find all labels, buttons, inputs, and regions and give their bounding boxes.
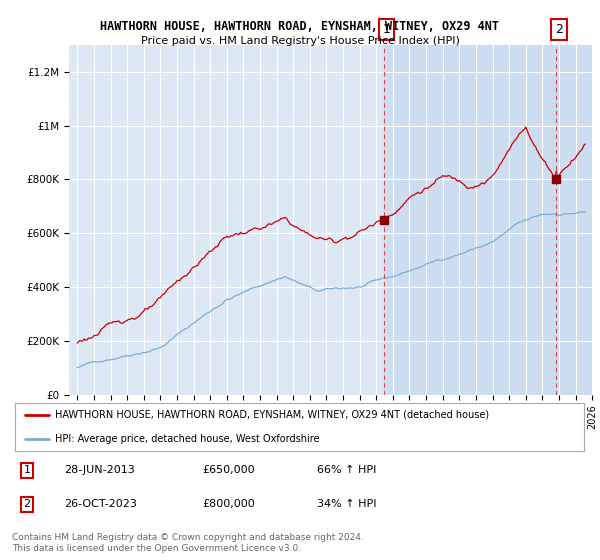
Text: 28-JUN-2013: 28-JUN-2013	[64, 465, 134, 475]
Text: £650,000: £650,000	[202, 465, 255, 475]
Text: £800,000: £800,000	[202, 500, 255, 509]
Text: 2: 2	[555, 23, 563, 36]
FancyBboxPatch shape	[15, 403, 584, 451]
Text: Price paid vs. HM Land Registry's House Price Index (HPI): Price paid vs. HM Land Registry's House …	[140, 36, 460, 46]
Text: HPI: Average price, detached house, West Oxfordshire: HPI: Average price, detached house, West…	[55, 434, 320, 444]
Text: 34% ↑ HPI: 34% ↑ HPI	[317, 500, 377, 509]
Text: 66% ↑ HPI: 66% ↑ HPI	[317, 465, 377, 475]
Text: HAWTHORN HOUSE, HAWTHORN ROAD, EYNSHAM, WITNEY, OX29 4NT: HAWTHORN HOUSE, HAWTHORN ROAD, EYNSHAM, …	[101, 20, 499, 32]
Text: 26-OCT-2023: 26-OCT-2023	[64, 500, 137, 509]
Text: 1: 1	[382, 23, 391, 36]
Text: 2: 2	[23, 500, 31, 509]
Text: 1: 1	[23, 465, 31, 475]
Bar	[385, 45, 600, 395]
Text: HAWTHORN HOUSE, HAWTHORN ROAD, EYNSHAM, WITNEY, OX29 4NT (detached house): HAWTHORN HOUSE, HAWTHORN ROAD, EYNSHAM, …	[55, 410, 490, 420]
Text: Contains HM Land Registry data © Crown copyright and database right 2024.
This d: Contains HM Land Registry data © Crown c…	[12, 533, 364, 553]
